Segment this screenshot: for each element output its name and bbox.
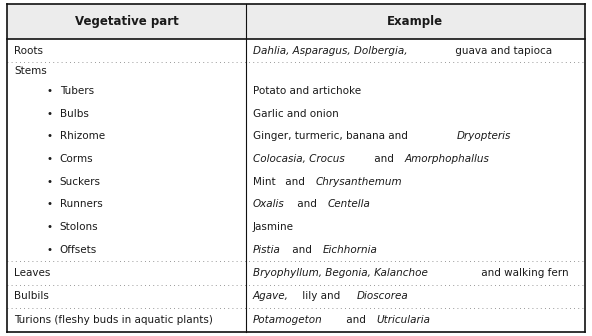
Text: Vegetative part: Vegetative part	[75, 15, 178, 28]
Text: •: •	[47, 154, 53, 164]
Text: Tubers: Tubers	[60, 86, 94, 96]
Text: and: and	[282, 177, 308, 187]
Text: •: •	[47, 177, 53, 187]
Text: •: •	[47, 131, 53, 141]
Text: Dioscorea: Dioscorea	[356, 291, 408, 301]
Text: Dahlia, Asparagus, Dolbergia,: Dahlia, Asparagus, Dolbergia,	[253, 46, 407, 55]
Text: Suckers: Suckers	[60, 177, 101, 187]
Text: Roots: Roots	[14, 46, 43, 55]
Text: Corms: Corms	[60, 154, 94, 164]
Text: Runners: Runners	[60, 199, 102, 209]
Text: Amorphophallus: Amorphophallus	[405, 154, 490, 164]
Text: Jasmine: Jasmine	[253, 222, 294, 232]
Text: •: •	[47, 109, 53, 119]
Text: Bulbils: Bulbils	[14, 291, 49, 301]
Text: and: and	[343, 315, 369, 325]
Text: •: •	[47, 222, 53, 232]
Text: Garlic and onion: Garlic and onion	[253, 109, 339, 119]
Text: Bryophyllum, Begonia, Kalanchoe: Bryophyllum, Begonia, Kalanchoe	[253, 268, 427, 278]
Text: Pistia: Pistia	[253, 245, 281, 255]
Text: Offsets: Offsets	[60, 245, 97, 255]
Text: and walking fern: and walking fern	[478, 268, 569, 278]
Text: Leaves: Leaves	[14, 268, 50, 278]
Text: •: •	[47, 245, 53, 255]
Text: Agave,: Agave,	[253, 291, 289, 301]
Text: Ginger, turmeric, banana and: Ginger, turmeric, banana and	[253, 131, 411, 141]
Text: Potamogeton: Potamogeton	[253, 315, 323, 325]
Text: guava and tapioca: guava and tapioca	[452, 46, 552, 55]
Text: and: and	[294, 199, 320, 209]
Text: •: •	[47, 86, 53, 96]
Text: Turions (fleshy buds in aquatic plants): Turions (fleshy buds in aquatic plants)	[14, 315, 213, 325]
Text: Example: Example	[387, 15, 443, 28]
Bar	[7, 4, 585, 39]
Text: Stolons: Stolons	[60, 222, 98, 232]
Text: •: •	[47, 199, 53, 209]
Text: Eichhornia: Eichhornia	[323, 245, 377, 255]
Text: Utricularia: Utricularia	[377, 315, 430, 325]
Text: Stems: Stems	[14, 66, 47, 76]
Text: and: and	[371, 154, 397, 164]
Text: Bulbs: Bulbs	[60, 109, 89, 119]
Text: Mint: Mint	[253, 177, 275, 187]
Text: Chrysanthemum: Chrysanthemum	[316, 177, 403, 187]
Text: Centella: Centella	[327, 199, 371, 209]
Text: Potato and artichoke: Potato and artichoke	[253, 86, 361, 96]
Text: lily and: lily and	[299, 291, 343, 301]
Text: Dryopteris: Dryopteris	[457, 131, 511, 141]
Text: Colocasia, Crocus: Colocasia, Crocus	[253, 154, 345, 164]
Text: and: and	[289, 245, 315, 255]
Text: Rhizome: Rhizome	[60, 131, 105, 141]
Text: Oxalis: Oxalis	[253, 199, 285, 209]
